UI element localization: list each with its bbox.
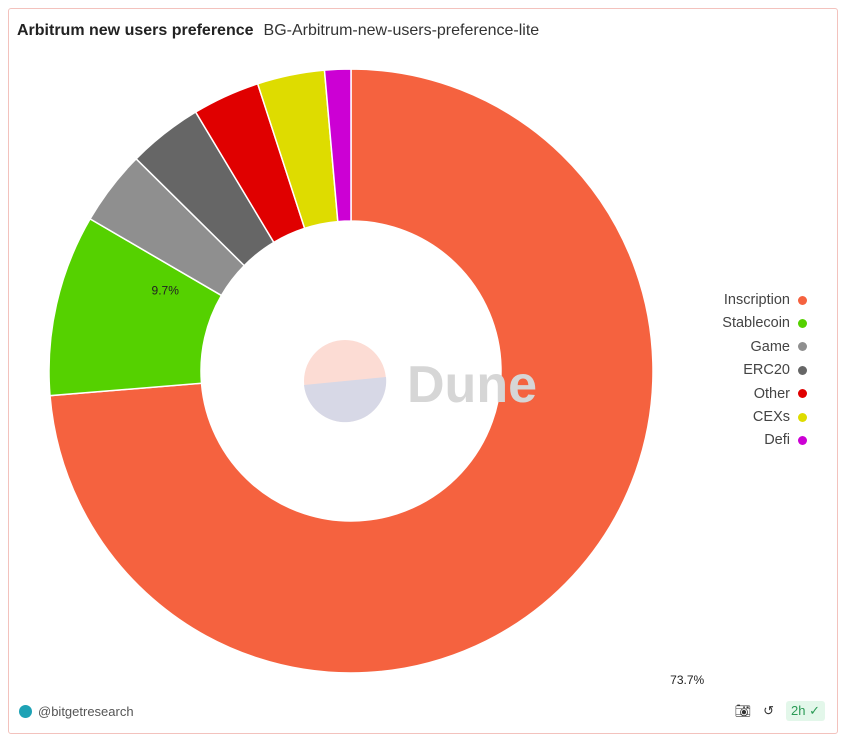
legend-label: Other [753, 385, 790, 402]
legend-label: Defi [764, 432, 790, 449]
author-avatar [19, 705, 32, 718]
chart-title: Arbitrum new users preference BG-Arbitrum… [17, 22, 539, 40]
refresh-age: 2h [791, 703, 806, 718]
legend-item-game[interactable]: Game [750, 338, 807, 355]
legend-label: ERC20 [743, 362, 790, 379]
legend-item-stablecoin[interactable]: Stablecoin [722, 315, 807, 331]
legend-label: Stablecoin [722, 315, 790, 332]
author-name[interactable]: @bitgetresearch [38, 704, 134, 719]
visualization-title: Arbitrum new users preference [17, 22, 254, 39]
slice-defi[interactable] [323, 68, 352, 223]
dune-watermark: Dune [304, 340, 537, 423]
legend-item-erc20[interactable]: ERC20 [743, 362, 807, 378]
legend-item-defi[interactable]: Defi [764, 432, 807, 448]
footer-author[interactable]: @bitgetresearch [19, 704, 134, 719]
legend-dot-icon [798, 412, 807, 422]
slice-inscription[interactable] [49, 68, 654, 674]
chart-card: Arbitrum new users preference BG-Arbitrum… [8, 8, 838, 734]
legend-item-inscription[interactable]: Inscription [724, 292, 807, 308]
refresh-status-badge[interactable]: 2h ✓ [786, 701, 825, 721]
legend-dot-icon [798, 295, 807, 305]
check-circle-icon: ✓ [809, 703, 820, 718]
data-label-inscription: 73.7% [670, 673, 704, 687]
query-name[interactable]: BG-Arbitrum-new-users-preference-lite [263, 22, 540, 39]
legend-dot-icon [798, 435, 807, 445]
refresh-icon[interactable]: ↺ [763, 703, 774, 718]
legend-label: CEXs [752, 409, 790, 425]
data-label-stablecoin: 9.7% [152, 283, 180, 297]
legend-label: Game [750, 338, 791, 355]
legend-label: Inscription [723, 292, 790, 308]
legend-dot-icon [798, 318, 807, 328]
svg-text:Dune: Dune [407, 356, 537, 414]
donut-chart: 73.7% 9.7% Dune [48, 68, 705, 687]
legend-dot-icon [798, 389, 807, 399]
screenshot-camera-icon[interactable]: 📷︎ [734, 703, 752, 718]
legend-dot-icon [798, 365, 807, 375]
legend-dot-icon [798, 342, 807, 352]
legend-item-cexs[interactable]: CEXs [753, 409, 807, 425]
legend-item-other[interactable]: Other [754, 386, 807, 402]
